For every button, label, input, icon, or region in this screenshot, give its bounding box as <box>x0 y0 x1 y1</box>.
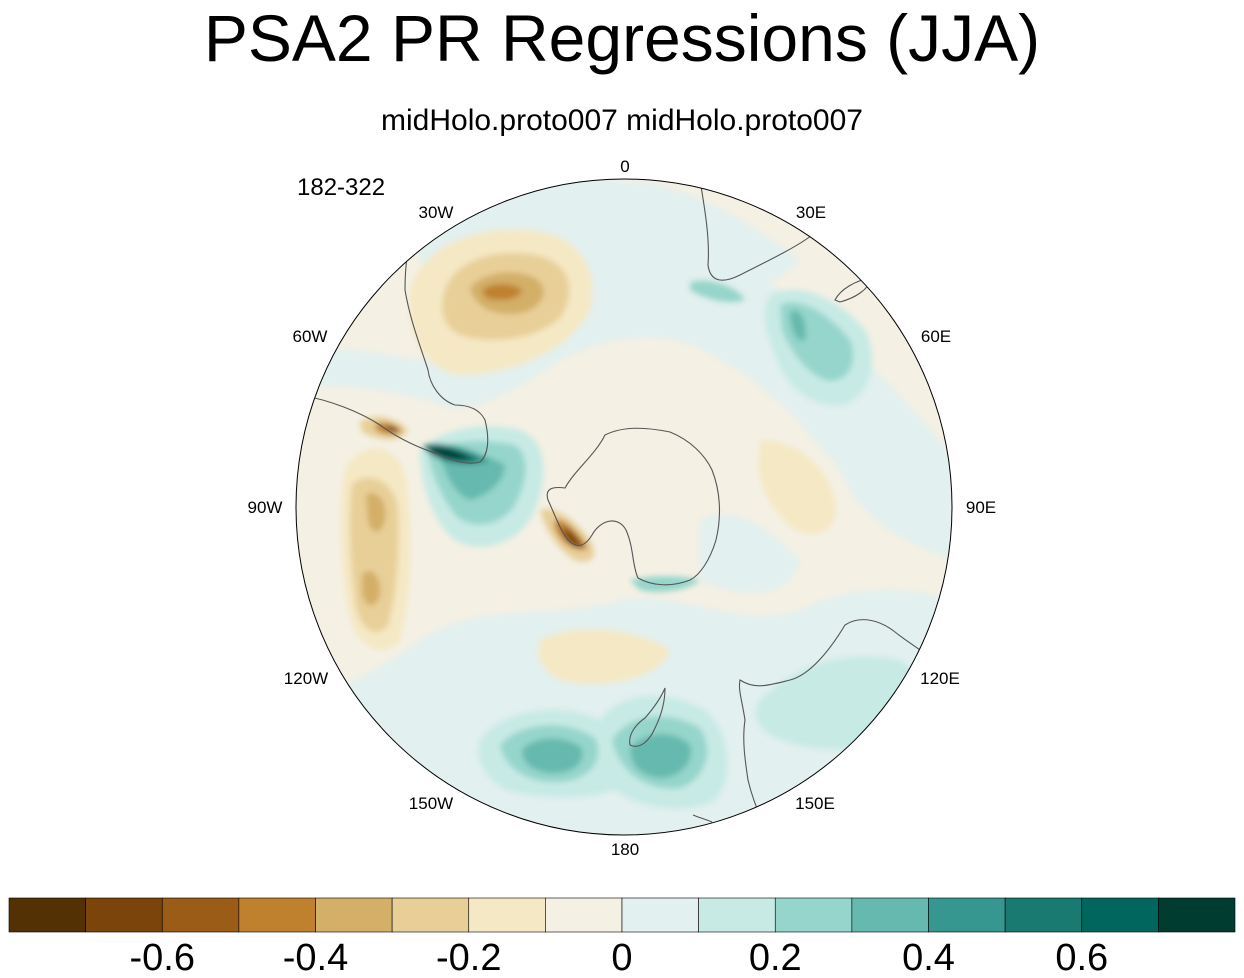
lon-label-120w: 120W <box>284 669 328 688</box>
lon-label-150w: 150W <box>409 794 453 813</box>
colorbar-label-0: -0.6 <box>130 937 195 978</box>
colorbar-label-2: -0.2 <box>436 937 501 978</box>
lon-label-90w: 90W <box>248 498 283 517</box>
colorbar-box-9 <box>698 897 776 933</box>
colorbar-label-3: 0 <box>611 937 632 978</box>
colorbar-label-6: 0.6 <box>1055 937 1108 978</box>
colorbar-box-11 <box>851 897 929 933</box>
colorbar-box-4 <box>315 897 393 933</box>
lon-label-150e: 150E <box>795 794 835 813</box>
polar-map: 0 30E 60E 90E 120E 150E 180 150W 120W 90… <box>248 157 997 859</box>
lon-label-180: 180 <box>611 840 639 859</box>
colorbar-box-13 <box>1004 897 1083 933</box>
lon-label-30e: 30E <box>796 203 826 222</box>
subtitle: midHolo.proto007 midHolo.proto007 <box>381 104 863 137</box>
colorbar-box-7 <box>545 897 623 933</box>
map-border <box>295 178 953 836</box>
colorbar-box-3 <box>238 897 316 933</box>
colorbar-box-0 <box>8 897 86 933</box>
colorbar-box-15 <box>1158 897 1236 933</box>
lon-label-30w: 30W <box>419 203 454 222</box>
colorbar-box-5 <box>391 897 470 933</box>
colorbar-label-1: -0.4 <box>283 937 348 978</box>
colorbar-box-10 <box>774 897 853 933</box>
lon-label-120e: 120E <box>920 669 960 688</box>
colorbar-box-8 <box>621 897 699 933</box>
period-label: 182-322 <box>297 174 386 201</box>
colorbar-labels: -0.6 -0.4 -0.2 0 0.2 0.4 0.6 <box>130 937 1109 978</box>
lon-label-60e: 60E <box>921 327 951 346</box>
new-zealand-coastline <box>629 687 666 747</box>
lon-label-60w: 60W <box>293 327 328 346</box>
longitude-labels: 0 30E 60E 90E 120E 150E 180 150W 120W 90… <box>248 157 997 859</box>
colorbar-boxes <box>8 897 1236 933</box>
colorbar-label-4: 0.2 <box>749 937 802 978</box>
colorbar-box-14 <box>1081 897 1159 933</box>
antarctica-coastline <box>546 427 720 586</box>
south-america-coastline <box>299 204 489 464</box>
main-title: PSA2 PR Regressions (JJA) <box>203 1 1041 75</box>
colorbar-box-6 <box>468 897 546 933</box>
lon-label-90e: 90E <box>966 498 996 517</box>
colorbar-label-5: 0.4 <box>902 937 955 978</box>
colorbar-box-12 <box>928 897 1006 933</box>
positive-region-east <box>700 514 800 594</box>
lon-label-0: 0 <box>620 157 629 176</box>
colorbar-box-1 <box>85 897 163 933</box>
colorbar-box-2 <box>161 897 240 933</box>
